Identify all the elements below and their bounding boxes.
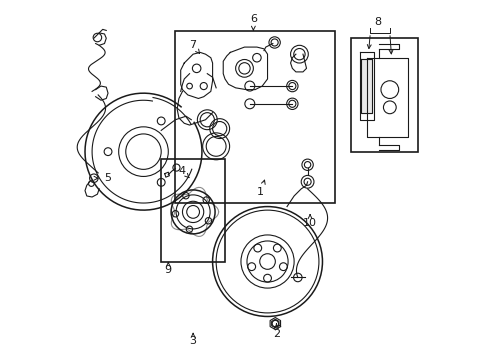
Text: 3: 3 — [189, 333, 196, 346]
Text: 2: 2 — [272, 324, 280, 339]
Text: 1: 1 — [256, 180, 264, 197]
Bar — [350, 38, 417, 152]
Text: 4: 4 — [179, 166, 188, 178]
Text: 8: 8 — [373, 17, 380, 27]
Text: 5: 5 — [94, 173, 111, 183]
Bar — [175, 31, 334, 203]
Polygon shape — [361, 59, 371, 113]
Bar — [161, 159, 224, 261]
Text: 6: 6 — [249, 14, 256, 30]
Text: 9: 9 — [164, 262, 171, 275]
Text: 10: 10 — [303, 215, 316, 228]
Text: 7: 7 — [189, 40, 199, 53]
